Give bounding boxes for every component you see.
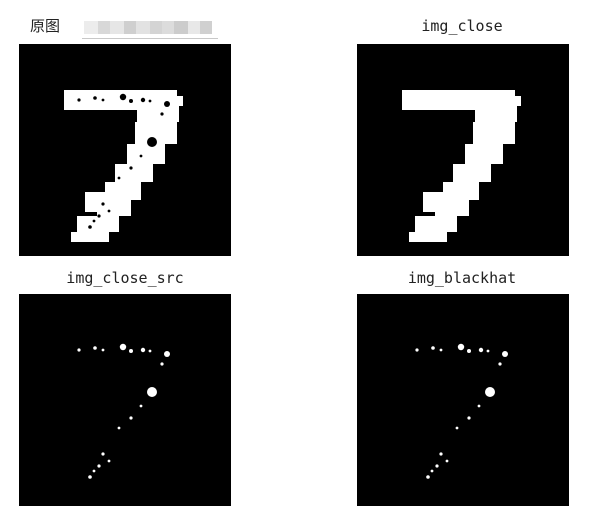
panel-original bbox=[19, 44, 231, 256]
noise-holes bbox=[77, 93, 170, 229]
img-close-src-title: img_close_src bbox=[66, 269, 184, 287]
panel-img-blackhat bbox=[357, 294, 569, 506]
redacted-filename bbox=[82, 16, 218, 39]
original-title: 原图 bbox=[30, 17, 61, 35]
img-blackhat-title: img_blackhat bbox=[407, 269, 517, 287]
noise-spots bbox=[77, 343, 170, 479]
panel-img-close bbox=[357, 44, 569, 256]
blackhat-spots bbox=[415, 343, 508, 479]
img-close-title: img_close bbox=[421, 17, 503, 35]
panel-img-close-src bbox=[19, 294, 231, 506]
digit-seven-closed bbox=[402, 90, 521, 242]
digit-seven-noisy bbox=[64, 90, 183, 242]
